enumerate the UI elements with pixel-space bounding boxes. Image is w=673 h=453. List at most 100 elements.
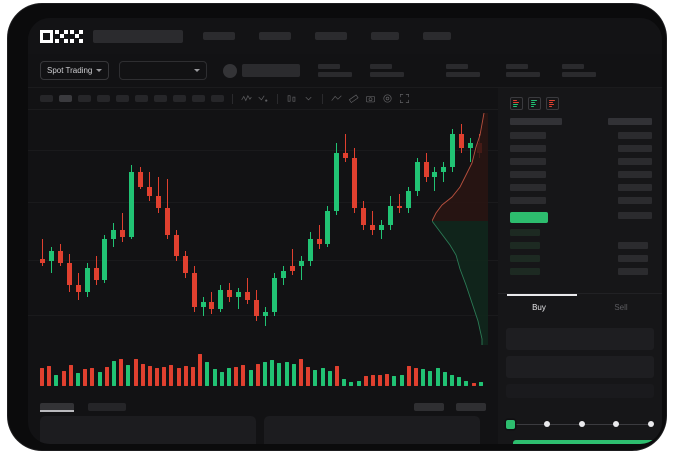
search-input[interactable]	[93, 29, 183, 43]
spot-trading-select[interactable]: Spot Trading	[40, 61, 110, 80]
compare-icon[interactable]	[258, 93, 269, 104]
orderbook-ask-amount	[618, 184, 652, 191]
volume-bar	[183, 366, 188, 386]
volume-bar	[478, 382, 483, 386]
timeframe-1w[interactable]	[173, 95, 186, 102]
price-chart[interactable]	[28, 110, 498, 340]
volume-bar	[277, 363, 282, 386]
step-dot-5[interactable]	[648, 421, 654, 427]
ruler-icon[interactable]	[348, 93, 359, 104]
okx-logo[interactable]: OKX	[40, 29, 83, 43]
volume-bar	[191, 366, 196, 386]
volume-bar	[162, 366, 167, 386]
orderbook-bids-icon[interactable]	[528, 97, 541, 110]
onboarding-stepper	[506, 418, 654, 430]
nav-item-markets[interactable]	[259, 32, 291, 40]
nav-item-trade[interactable]	[315, 32, 347, 40]
orderbook-bid-amount	[618, 268, 648, 275]
step-dot-2[interactable]	[543, 421, 550, 427]
orderbook-ask-amount	[618, 171, 652, 178]
order-history-panel[interactable]	[264, 416, 480, 444]
volume-bar	[248, 370, 253, 386]
nav-item-more[interactable]	[423, 32, 451, 40]
price-field[interactable]	[506, 328, 654, 350]
volume-bar	[392, 376, 397, 386]
fullscreen-icon[interactable]	[399, 93, 410, 104]
timeframe-5m[interactable]	[59, 95, 72, 102]
orderbook-asks-icon[interactable]	[546, 97, 559, 110]
sub-header: Spot Trading	[28, 54, 662, 88]
volume-bar	[270, 360, 275, 386]
chart-settings-button[interactable]	[456, 403, 486, 411]
tab-sell-label: Sell	[614, 303, 628, 312]
tab-sell[interactable]: Sell	[580, 294, 662, 321]
pair-name	[242, 64, 301, 77]
open-orders-panel[interactable]	[40, 416, 256, 444]
volume-bar	[414, 367, 419, 386]
step-dot-3[interactable]	[578, 421, 585, 427]
volume-bar	[219, 371, 224, 386]
tab-tradingview[interactable]	[88, 403, 126, 411]
spot-trading-label: Spot Trading	[47, 66, 93, 75]
volume-bar	[75, 373, 80, 386]
orderbook-ask-amount	[618, 145, 652, 152]
chart-type-icon[interactable]	[286, 93, 297, 104]
tab-original[interactable]	[40, 403, 74, 411]
volume-bar	[90, 368, 95, 386]
nav-item-earn[interactable]	[371, 32, 399, 40]
orderbook-header-price	[510, 118, 562, 125]
volume-bar	[263, 362, 267, 386]
indicator-icon[interactable]	[241, 93, 252, 104]
depth-button[interactable]	[414, 403, 444, 411]
timeframe-30m[interactable]	[97, 95, 110, 102]
step-dot-1[interactable]	[506, 419, 515, 429]
volume-bar	[119, 358, 124, 386]
orderbook-ask-amount	[618, 197, 652, 204]
pair-avatar	[223, 63, 238, 78]
timeframe-4h[interactable]	[135, 95, 148, 102]
volume-bar	[61, 370, 66, 386]
orderbook-ask-price	[510, 184, 546, 191]
orderbook-bid-price	[510, 255, 540, 262]
orderbook-rows[interactable]	[498, 116, 662, 296]
stat-value	[318, 72, 353, 77]
settings-icon[interactable]	[382, 93, 393, 104]
orderbook-bid-price	[510, 268, 540, 275]
volume-bar	[471, 382, 476, 386]
total-field[interactable]	[506, 384, 654, 398]
volume-bar	[97, 372, 102, 386]
volume-bar	[428, 370, 433, 386]
nav-item-buy-crypto[interactable]	[203, 32, 235, 40]
orderbook-ask-price	[510, 171, 546, 178]
volume-bar	[442, 372, 447, 386]
timeframe-15m[interactable]	[78, 95, 91, 102]
timeframe-1h[interactable]	[116, 95, 129, 102]
volume-chart[interactable]	[28, 340, 498, 392]
stat-label	[370, 64, 393, 69]
app-header: OKX	[28, 18, 662, 54]
camera-icon[interactable]	[365, 93, 376, 104]
volume-bar	[227, 368, 232, 386]
primary-cta-button[interactable]	[513, 440, 662, 444]
okx-logo-k-icon	[55, 29, 68, 43]
line-tool-icon[interactable]	[331, 93, 342, 104]
orderbook-last-price[interactable]	[510, 212, 548, 223]
timeframe-more[interactable]	[211, 95, 224, 102]
timeframe-1m[interactable]	[40, 95, 53, 102]
timeframe-1mo[interactable]	[192, 95, 205, 102]
tab-buy[interactable]: Buy	[498, 294, 580, 321]
volume-bar	[385, 373, 390, 386]
chevron-down-icon[interactable]	[303, 93, 314, 104]
okx-logo-x-icon	[70, 29, 83, 43]
amount-field[interactable]	[506, 356, 654, 378]
volume-bar	[378, 375, 383, 386]
volume-bar	[205, 362, 210, 386]
timeframe-1d[interactable]	[154, 95, 167, 102]
order-form-tabs: Buy Sell	[498, 293, 662, 321]
volume-bar	[356, 380, 361, 386]
pair-select[interactable]	[119, 61, 208, 80]
chart-toolbar	[28, 88, 498, 110]
volume-bar	[198, 354, 203, 386]
orderbook-both-icon[interactable]	[510, 97, 523, 110]
step-dot-4[interactable]	[613, 421, 620, 427]
